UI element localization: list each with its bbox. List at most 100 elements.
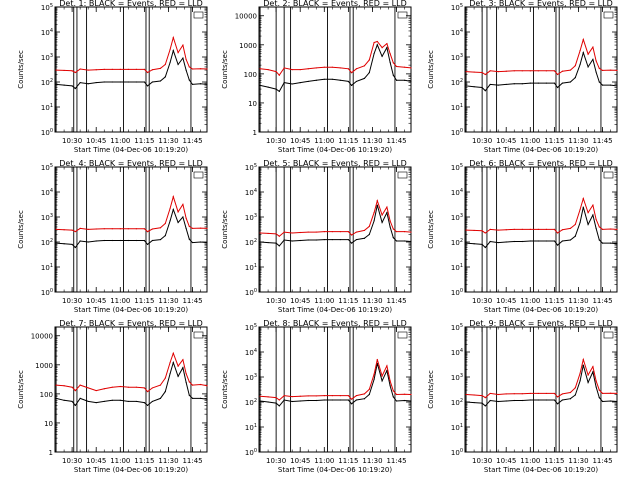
data-point-lld: [616, 69, 618, 72]
data-point-events: [553, 82, 555, 84]
data-point-lld: [164, 377, 166, 379]
corner-marker: [603, 11, 614, 19]
data-point-lld: [556, 396, 559, 398]
data-point-events: [582, 206, 584, 208]
data-point-lld: [537, 392, 539, 395]
data-point-lld: [381, 214, 383, 216]
data-point-events: [127, 239, 129, 242]
data-point-lld: [135, 386, 137, 388]
data-point-lld: [403, 393, 406, 395]
data-point-lld: [347, 395, 349, 397]
y-tick-label: 10000: [235, 13, 257, 21]
data-point-events: [363, 398, 366, 400]
data-point-lld: [95, 69, 97, 71]
data-point-lld: [497, 71, 499, 73]
corner-marker: [397, 11, 408, 19]
data-point-events: [79, 397, 81, 399]
data-point-lld: [392, 390, 394, 392]
y-tick-label: 105: [245, 163, 257, 172]
data-point-events: [616, 400, 618, 403]
y-tick-label: 104: [41, 188, 53, 197]
data-point-events: [347, 399, 349, 401]
data-point-events: [111, 399, 113, 401]
data-point-events: [87, 241, 89, 243]
data-point-events: [582, 51, 584, 54]
data-point-lld: [315, 67, 317, 69]
data-point-events: [473, 86, 475, 88]
y-tick-label: 105: [451, 323, 463, 332]
data-point-events: [307, 80, 309, 83]
data-point-events: [395, 79, 398, 81]
series-line-events: [466, 364, 618, 407]
data-point-lld: [350, 72, 353, 74]
y-tick-label: 105: [451, 163, 463, 172]
data-point-events: [275, 88, 277, 90]
data-point-lld: [278, 399, 280, 401]
data-point-lld: [191, 384, 194, 386]
data-point-lld: [299, 395, 301, 397]
data-point-events: [169, 372, 171, 375]
data-point-lld: [172, 196, 174, 198]
series-line-lld: [56, 351, 208, 393]
data-point-events: [151, 400, 154, 403]
y-tick-label: 104: [451, 348, 463, 357]
data-point-lld: [111, 68, 113, 70]
y-tick-label: 104: [245, 348, 257, 357]
data-point-events: [291, 83, 293, 85]
data-point-events: [71, 243, 73, 246]
data-point-lld: [63, 229, 65, 231]
data-point-events: [146, 85, 149, 87]
data-point-lld: [275, 70, 277, 73]
data-point-lld: [473, 229, 475, 232]
data-point-events: [587, 223, 589, 226]
data-point-events: [103, 81, 105, 83]
chart-title: Det. 7: BLACK = Events, RED = LLD: [59, 319, 203, 328]
x-axis-label: Start Time (04-Dec-06 10:19:20): [278, 466, 392, 474]
data-point-lld: [347, 68, 349, 70]
data-point-lld: [283, 67, 285, 69]
data-point-events: [151, 81, 154, 83]
data-point-lld: [87, 228, 89, 230]
data-point-events: [376, 204, 378, 206]
data-point-lld: [331, 66, 333, 68]
data-point-events: [143, 402, 145, 404]
series-line-events: [259, 43, 412, 93]
x-tick-label: 10:45: [290, 137, 310, 145]
data-point-events: [350, 84, 353, 87]
data-point-lld: [283, 395, 285, 397]
x-axis-label: Start Time (04-Dec-06 10:19:20): [74, 466, 188, 474]
data-point-events: [489, 240, 491, 243]
data-point-lld: [395, 393, 398, 396]
data-point-events: [386, 47, 388, 49]
chart-panel-4: Det. 4: BLACK = Events, RED = LLD 100 101 1…: [17, 159, 208, 314]
data-point-lld: [177, 365, 179, 367]
y-tick-label: 105: [245, 323, 257, 332]
data-point-events: [392, 396, 394, 398]
data-point-lld: [381, 47, 383, 49]
data-point-events: [513, 83, 515, 85]
series-line-events: [56, 207, 208, 249]
data-point-lld: [545, 392, 547, 395]
data-point-events: [489, 399, 491, 402]
data-point-events: [191, 397, 194, 399]
x-tick-label: 11:15: [338, 457, 358, 465]
x-tick-label: 10:30: [266, 297, 286, 305]
data-point-lld: [537, 70, 539, 72]
data-point-events: [529, 399, 531, 401]
data-point-lld: [595, 60, 597, 62]
data-point-lld: [587, 374, 589, 376]
data-point-events: [395, 240, 398, 242]
data-point-events: [513, 240, 515, 243]
chart-panel-2: Det. 2: BLACK = Events, RED = LLD 1 10 100 1…: [221, 0, 412, 154]
x-tick-label: 11:30: [568, 297, 588, 305]
y-axis-label: Counts/sec: [17, 210, 25, 249]
data-point-events: [616, 243, 618, 245]
y-tick-label: 10000: [31, 333, 53, 341]
data-point-lld: [521, 228, 523, 230]
data-point-lld: [339, 395, 341, 397]
data-point-events: [95, 81, 97, 84]
data-point-lld: [169, 207, 171, 210]
data-point-events: [481, 402, 483, 404]
x-axis-label: Start Time (04-Dec-06 10:19:20): [74, 306, 188, 314]
data-point-events: [368, 233, 370, 236]
